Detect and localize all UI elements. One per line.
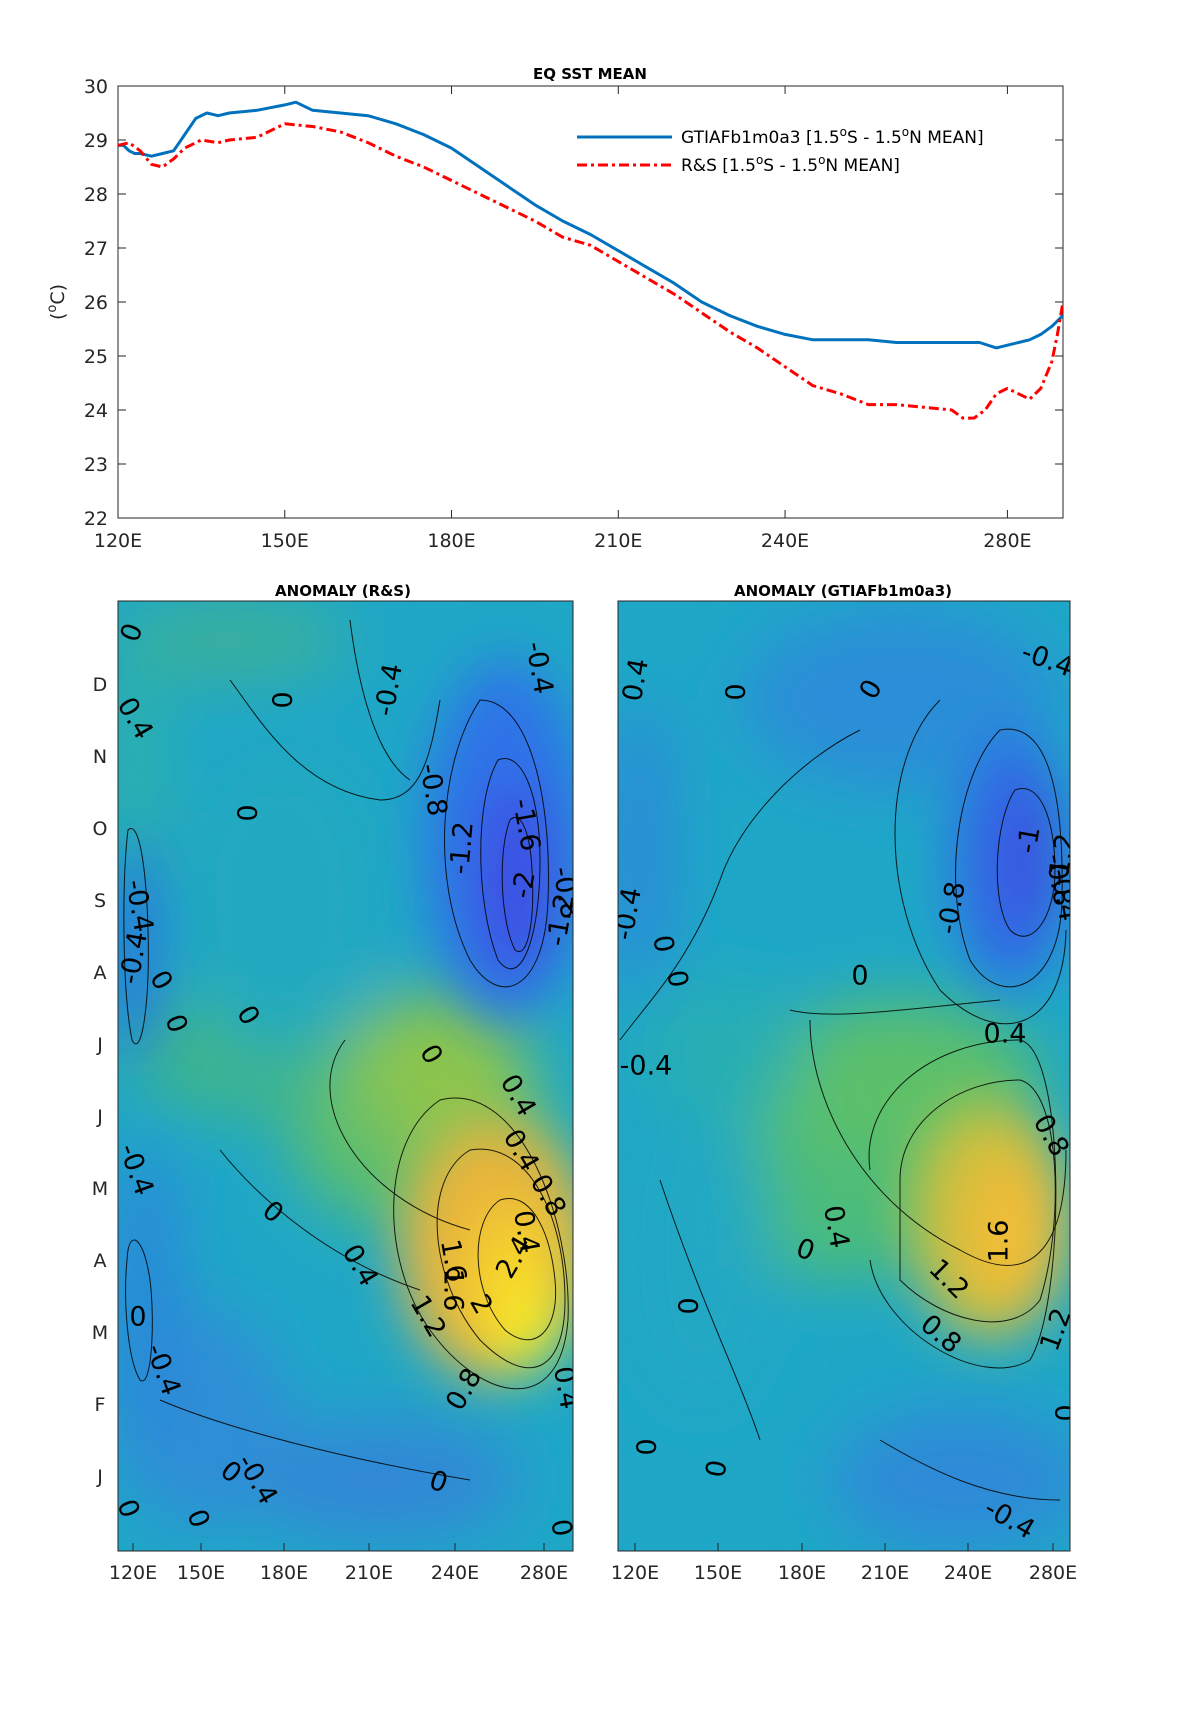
right-contour-label: 0 (660, 968, 694, 990)
right-contour-label: 1.6 (984, 1220, 1015, 1263)
right-x-tick-label: 120E (611, 1562, 659, 1584)
right-contour-label: 0.4 (984, 1019, 1027, 1050)
right-contour-label: 0.4 (817, 1203, 855, 1251)
left-y-tick-label: M (92, 1178, 108, 1200)
anomaly-gtiaf-heatmap: ANOMALY (GTIAFb1m0a3) (611, 582, 1080, 1584)
anomaly-rs-heatmap: ANOMALY (R&S) (92, 582, 578, 1584)
right-contour-label: 0 (672, 1297, 703, 1314)
left-contour-label: 0 (129, 1302, 146, 1333)
left-x-tick-label: 210E (345, 1562, 393, 1584)
left-x-tick-label: 150E (177, 1562, 225, 1584)
left-contour-label: 0.4 (507, 1208, 545, 1256)
right-x-tick-label: 280E (1029, 1562, 1077, 1584)
left-contour-label: 1.6 (438, 1269, 469, 1312)
left-y-tick-label: A (94, 962, 107, 984)
right-x-tick-label: 210E (861, 1562, 909, 1584)
right-contour-label: 0 (1049, 1404, 1080, 1421)
top-y-tick-label: 24 (84, 400, 108, 422)
top-x-tick-label: 240E (761, 530, 809, 552)
left-contour-label: 0 (266, 691, 297, 708)
sst-mean-line-chart: EQ SST MEAN 120E 150E 180E 210E 240E 280E 222… (45, 65, 1064, 552)
top-legend: GTIAFb1m0a3 [1.5oS - 1.5oN MEAN] R&S [1.… (577, 125, 984, 176)
right-heatmap-title: ANOMALY (GTIAFb1m0a3) (734, 582, 952, 600)
left-heatmap-field: 00.4 0 -0.4 -0.40 -0.8-1.2 -1.6-2 -0.8-1.2-0.4… (118, 601, 578, 1551)
top-y-tick-label: 29 (84, 130, 108, 152)
left-y-tick-label: A (94, 1250, 107, 1272)
top-y-tick-label: 25 (84, 346, 108, 368)
left-contour-label: 0 (231, 804, 262, 821)
left-heatmap-title: ANOMALY (R&S) (275, 582, 411, 600)
top-y-tick-label: 28 (84, 184, 108, 206)
left-x-tick-label: 120E (109, 1562, 157, 1584)
left-x-tick-label: 180E (260, 1562, 308, 1584)
series-line-0 (118, 100, 1063, 350)
right-x-tick-label: 150E (694, 1562, 742, 1584)
right-contour-label: 0 (646, 933, 680, 955)
right-contour-label: 0 (700, 1458, 734, 1480)
left-y-tick-label: O (93, 818, 108, 840)
right-contour-label: 0.4 (617, 656, 655, 704)
left-y-tick-label: J (96, 1034, 103, 1056)
left-y-tick-label: J (96, 1106, 103, 1128)
right-x-tick-label: 180E (778, 1562, 826, 1584)
top-x-axis: 120E 150E 180E 210E 240E 280E (94, 86, 1032, 552)
right-contour-label: 0 (630, 1438, 661, 1455)
legend-label-rs: R&S [1.5oS - 1.5oN MEAN] (681, 153, 900, 176)
right-heatmap-field: 0.4 0 0-0.4-0.4-1-1.2-0.8-0.8 -0.4000-0.40.… (617, 601, 1080, 1551)
right-x-axis: 120E 150E 180E 210E 240E 280E (611, 1543, 1077, 1584)
top-y-axis-label: (oC) (45, 284, 69, 320)
top-y-tick-label: 27 (84, 238, 108, 260)
top-x-tick-label: 180E (427, 530, 475, 552)
legend-label-gtiaf: GTIAFb1m0a3 [1.5oS - 1.5oN MEAN] (681, 125, 984, 148)
top-x-tick-label: 150E (261, 530, 309, 552)
top-series-group (118, 100, 1063, 420)
left-contour-label: -1.2 (444, 820, 479, 875)
left-y-tick-label: N (93, 746, 107, 768)
left-y-tick-label: F (95, 1394, 106, 1416)
top-x-tick-label: 280E (983, 530, 1031, 552)
left-contour-label: 0 (544, 1517, 578, 1539)
left-contour-label: 1.6 (434, 1237, 472, 1285)
left-y-axis: J F M A M J J A S O N D (92, 674, 108, 1488)
top-x-tick-label: 120E (94, 530, 142, 552)
right-contour-label: -0.4 (620, 1051, 673, 1082)
series-line-1 (118, 122, 1063, 420)
left-contour-label: -2 (506, 869, 541, 901)
top-y-tick-label: 30 (84, 76, 108, 98)
left-y-tick-label: S (94, 890, 106, 912)
top-y-tick-label: 23 (84, 454, 108, 476)
right-contour-label: 0 (851, 961, 868, 992)
right-contour-label: -1 (1011, 824, 1046, 856)
top-x-tick-label: 210E (594, 530, 642, 552)
left-y-tick-label: M (92, 1322, 108, 1344)
left-x-tick-label: 240E (431, 1562, 479, 1584)
top-y-axis: 22 23 24 25 26 27 28 29 30 (84, 76, 1063, 530)
left-y-tick-label: J (96, 1466, 103, 1488)
right-x-tick-label: 240E (944, 1562, 992, 1584)
left-x-axis: 120E 150E 180E 210E 240E 280E (109, 1543, 568, 1584)
left-y-tick-label: D (93, 674, 108, 696)
top-chart-title: EQ SST MEAN (533, 65, 647, 83)
top-y-tick-label: 26 (84, 292, 108, 314)
right-contour-label: 0 (719, 683, 750, 700)
top-plot-area (117, 85, 1064, 519)
left-x-tick-label: 280E (520, 1562, 568, 1584)
top-y-tick-label: 22 (84, 508, 108, 530)
